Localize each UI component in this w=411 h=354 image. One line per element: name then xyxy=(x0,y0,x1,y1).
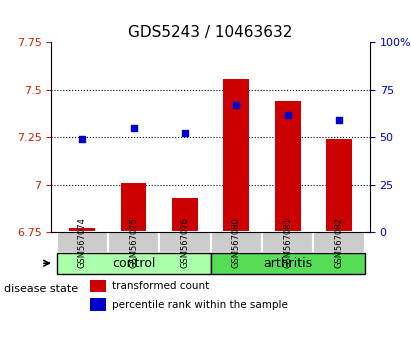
Point xyxy=(130,125,137,131)
FancyBboxPatch shape xyxy=(211,232,262,253)
FancyBboxPatch shape xyxy=(211,253,365,274)
Text: arthritis: arthritis xyxy=(263,257,312,270)
Title: GDS5243 / 10463632: GDS5243 / 10463632 xyxy=(129,25,293,40)
Point xyxy=(284,112,291,118)
Text: transformed count: transformed count xyxy=(112,281,209,291)
Text: GSM567074: GSM567074 xyxy=(78,217,87,268)
Point xyxy=(336,118,342,123)
Text: GSM567082: GSM567082 xyxy=(335,217,344,268)
Text: GSM567076: GSM567076 xyxy=(180,217,189,268)
FancyBboxPatch shape xyxy=(159,232,211,253)
FancyBboxPatch shape xyxy=(57,253,211,274)
Text: GSM567081: GSM567081 xyxy=(283,217,292,268)
FancyBboxPatch shape xyxy=(313,232,365,253)
Bar xyxy=(69,228,95,232)
FancyBboxPatch shape xyxy=(57,232,108,253)
Bar xyxy=(326,139,352,232)
Text: control: control xyxy=(112,257,155,270)
Text: percentile rank within the sample: percentile rank within the sample xyxy=(112,300,288,310)
Text: disease state: disease state xyxy=(4,284,78,293)
Bar xyxy=(90,298,106,311)
Bar xyxy=(172,198,198,232)
Bar xyxy=(224,79,249,232)
Text: GSM567075: GSM567075 xyxy=(129,217,138,268)
Text: GSM567080: GSM567080 xyxy=(232,217,241,268)
Point xyxy=(233,102,240,108)
Point xyxy=(182,131,188,136)
Bar xyxy=(121,183,146,232)
Bar xyxy=(90,280,106,292)
FancyBboxPatch shape xyxy=(108,232,159,253)
Bar xyxy=(275,101,300,232)
FancyBboxPatch shape xyxy=(262,232,313,253)
Point xyxy=(79,136,85,142)
